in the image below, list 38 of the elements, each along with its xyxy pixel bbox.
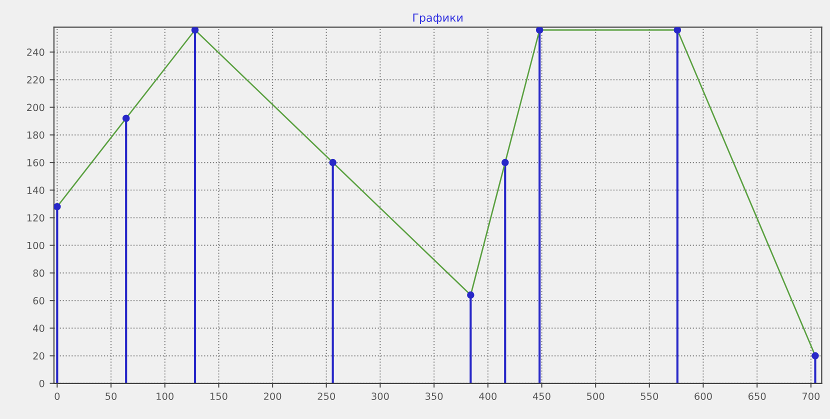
x-tick-label: 200: [264, 392, 282, 400]
x-tick-label: 350: [426, 392, 443, 400]
point: [329, 158, 336, 166]
x-tick-label: 0: [54, 392, 60, 400]
y-tick-label: 60: [33, 297, 44, 304]
x-tick-label: 300: [372, 392, 389, 400]
x-tick-label: 600: [694, 392, 712, 400]
point: [467, 291, 474, 299]
y-tick-label: 80: [33, 269, 44, 277]
y-tick-label: 240: [27, 48, 44, 56]
point: [191, 27, 199, 34]
x-tick-label: 700: [802, 392, 820, 400]
y-tick-label: 180: [27, 131, 44, 139]
x-tick-label: 100: [156, 392, 174, 400]
x-tick-label: 550: [640, 392, 658, 400]
x-tick-label: 250: [318, 392, 336, 400]
x-tick-label: 650: [748, 392, 766, 400]
y-tick-label: 100: [27, 242, 44, 250]
point: [54, 203, 61, 210]
point: [674, 27, 682, 34]
point: [122, 114, 130, 122]
point: [536, 27, 544, 34]
y-tick-label: 120: [27, 214, 44, 222]
y-tick-label: 140: [27, 186, 44, 194]
x-tick-label: 450: [532, 392, 550, 400]
x-tick-label: 50: [106, 392, 117, 400]
y-tick-label: 160: [27, 158, 44, 166]
y-tick-label: 40: [33, 324, 44, 332]
chart-title: Графики: [413, 14, 462, 24]
y-tick-label: 220: [27, 76, 44, 84]
y-tick-label: 0: [39, 380, 44, 388]
x-tick-label: 150: [210, 392, 228, 400]
x-tick-label: 500: [587, 392, 604, 400]
point: [812, 352, 819, 360]
point: [501, 158, 509, 166]
x-tick-label: 400: [479, 392, 497, 400]
y-tick-label: 200: [27, 104, 44, 112]
y-tick-label: 20: [33, 352, 44, 360]
